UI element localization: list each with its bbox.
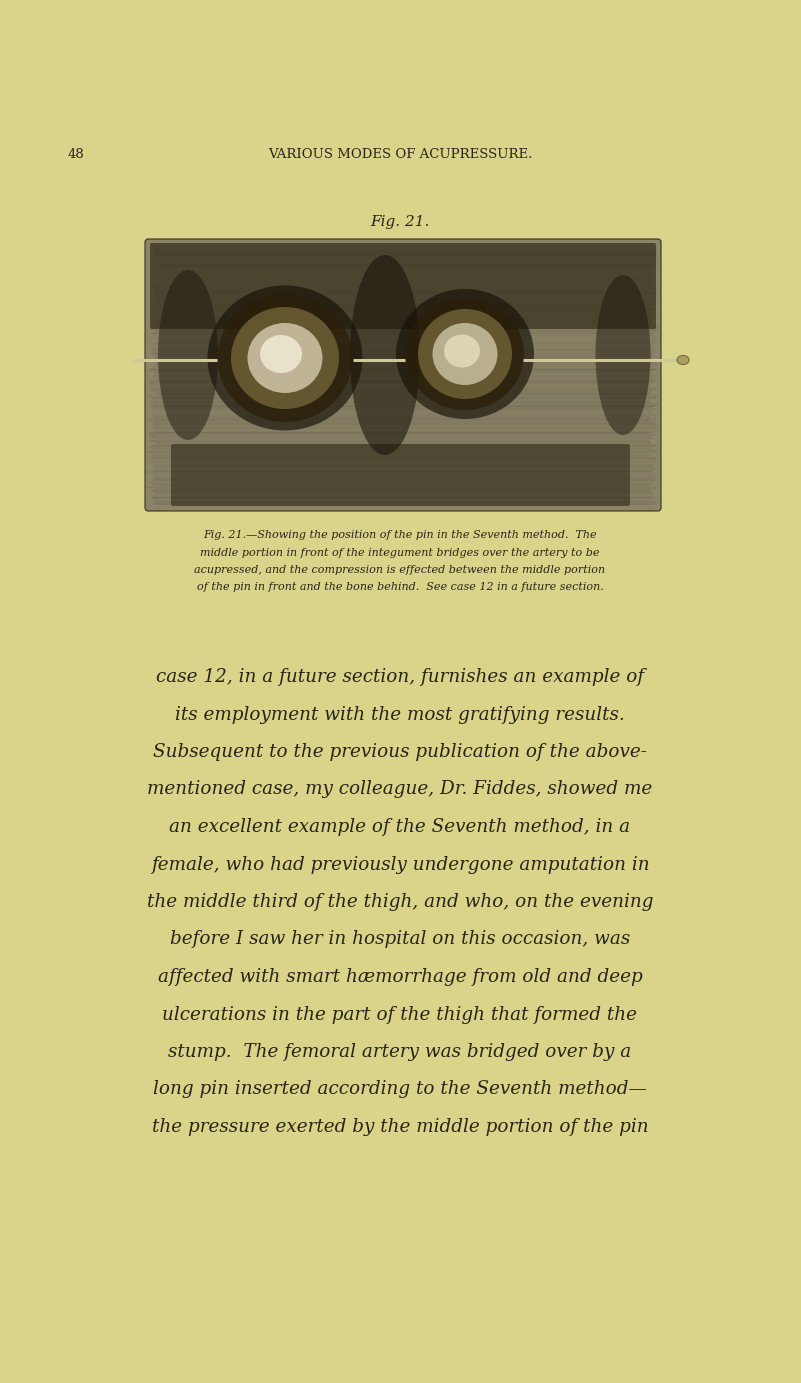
Ellipse shape xyxy=(418,308,512,400)
Ellipse shape xyxy=(396,289,534,419)
Text: its employment with the most gratifying results.: its employment with the most gratifying … xyxy=(175,705,625,723)
Ellipse shape xyxy=(677,355,689,365)
Text: affected with smart hæmorrhage from old and deep: affected with smart hæmorrhage from old … xyxy=(158,968,642,986)
Text: before I saw her in hospital on this occasion, was: before I saw her in hospital on this occ… xyxy=(170,931,630,949)
Text: case 12, in a future section, furnishes an example of: case 12, in a future section, furnishes … xyxy=(156,668,644,686)
Text: Fig. 21.—Showing the position of the pin in the Seventh method.  The: Fig. 21.—Showing the position of the pin… xyxy=(203,530,597,539)
Text: Subsequent to the previous publication of the above-: Subsequent to the previous publication o… xyxy=(153,743,647,761)
Ellipse shape xyxy=(595,275,650,436)
Ellipse shape xyxy=(218,295,352,422)
Text: acupressed, and the compression is effected between the middle portion: acupressed, and the compression is effec… xyxy=(195,566,606,575)
Ellipse shape xyxy=(433,324,497,384)
Text: of the pin in front and the bone behind.  See case 12 in a future section.: of the pin in front and the bone behind.… xyxy=(196,582,603,592)
Text: Fig. 21.: Fig. 21. xyxy=(370,214,429,230)
Text: the pressure exerted by the middle portion of the pin: the pressure exerted by the middle porti… xyxy=(151,1117,648,1135)
Text: the middle third of the thigh, and who, on the evening: the middle third of the thigh, and who, … xyxy=(147,893,654,911)
Text: mentioned case, my colleague, Dr. Fiddes, showed me: mentioned case, my colleague, Dr. Fiddes… xyxy=(147,780,653,798)
Text: ulcerations in the part of the thigh that formed the: ulcerations in the part of the thigh tha… xyxy=(163,1005,638,1023)
Text: middle portion in front of the integument bridges over the artery to be: middle portion in front of the integumen… xyxy=(200,548,600,557)
Ellipse shape xyxy=(248,324,323,393)
Text: female, who had previously undergone amputation in: female, who had previously undergone amp… xyxy=(151,856,650,874)
Text: stump.  The femoral artery was bridged over by a: stump. The femoral artery was bridged ov… xyxy=(168,1043,632,1061)
Text: 48: 48 xyxy=(68,148,85,160)
Ellipse shape xyxy=(207,285,363,430)
Ellipse shape xyxy=(444,335,480,368)
Text: an excellent example of the Seventh method, in a: an excellent example of the Seventh meth… xyxy=(170,817,630,835)
Text: long pin inserted according to the Seventh method—: long pin inserted according to the Seven… xyxy=(153,1080,647,1098)
Ellipse shape xyxy=(231,307,339,409)
Ellipse shape xyxy=(158,270,218,440)
Ellipse shape xyxy=(260,335,302,373)
Text: VARIOUS MODES OF ACUPRESSURE.: VARIOUS MODES OF ACUPRESSURE. xyxy=(268,148,532,160)
FancyBboxPatch shape xyxy=(145,239,661,510)
Ellipse shape xyxy=(350,254,420,455)
FancyBboxPatch shape xyxy=(150,243,656,329)
FancyBboxPatch shape xyxy=(171,444,630,506)
Ellipse shape xyxy=(406,297,524,409)
